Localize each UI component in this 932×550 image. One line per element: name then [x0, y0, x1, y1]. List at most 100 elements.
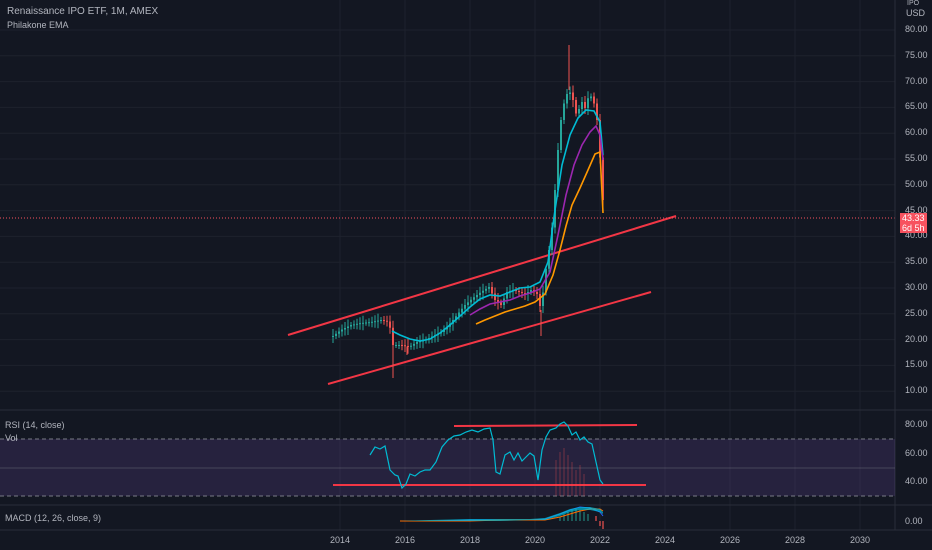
candle-body	[545, 268, 547, 293]
rsi-tick-label: 60.00	[905, 448, 928, 458]
rsi-band	[0, 439, 895, 496]
main-pane[interactable]	[0, 0, 895, 530]
candle-body	[590, 96, 592, 99]
rsi-tick-label: 80.00	[905, 419, 928, 429]
candle-body	[362, 322, 364, 324]
candle-body	[476, 295, 478, 298]
rsi-pane[interactable]	[0, 421, 895, 497]
candle-body	[356, 323, 358, 325]
candle-body	[479, 292, 481, 295]
price-tick-label: 60.00	[905, 127, 928, 138]
candle-body	[347, 326, 349, 328]
candle-body	[566, 94, 568, 104]
ema-slow-line	[475, 150, 604, 325]
candle-body	[386, 320, 388, 322]
candle-body	[395, 345, 397, 346]
candle-body	[380, 320, 382, 321]
candle-body	[410, 345, 412, 347]
price-tick-label: 70.00	[905, 75, 928, 86]
price-tick-label: 75.00	[905, 49, 928, 60]
candle-body	[374, 321, 376, 323]
last-price-tag: 43.33 6d 5h	[900, 213, 927, 233]
candle-body	[332, 336, 334, 337]
candle-body	[497, 300, 499, 303]
candle-body	[365, 322, 367, 324]
ema-fast-line	[391, 109, 604, 342]
time-tick-label: 2020	[525, 535, 546, 545]
candle-body	[413, 343, 415, 346]
upper-trendline[interactable]	[287, 215, 677, 336]
candle-body	[518, 291, 520, 292]
rsi-resistance-line[interactable]	[453, 424, 638, 427]
macd-histogram	[559, 509, 589, 521]
candle-body	[581, 102, 583, 109]
candle-body	[335, 333, 337, 336]
candle-body	[557, 150, 559, 190]
candle-body	[359, 323, 361, 325]
candle-body	[587, 98, 589, 108]
candle-body	[371, 321, 373, 323]
candle-body	[596, 103, 598, 120]
candle-body	[338, 331, 340, 334]
price-tick-label: 20.00	[905, 333, 928, 344]
candle-body	[551, 227, 553, 250]
candle-body	[383, 320, 385, 321]
candle-body	[536, 292, 538, 294]
rsi-tick-label: 40.00	[905, 476, 928, 486]
candle-body	[584, 102, 586, 108]
candle-body	[524, 293, 526, 294]
candle-body	[560, 120, 562, 150]
candle-body	[521, 292, 523, 293]
rsi-line	[369, 421, 604, 490]
candle-body	[575, 100, 577, 114]
vol-label[interactable]: Vol	[5, 433, 18, 443]
currency-prefix: IPO	[907, 0, 920, 7]
candle-body	[455, 316, 457, 320]
candle-body	[569, 92, 571, 94]
price-tick-label: 80.00	[905, 24, 928, 34]
price-tick-label: 30.00	[905, 282, 928, 292]
candle-body	[464, 305, 466, 309]
volume-bars	[555, 448, 585, 496]
macd-fill	[400, 507, 603, 521]
macd-pane[interactable]	[400, 506, 604, 529]
candle-body	[416, 342, 418, 344]
price-tick-label: 35.00	[905, 256, 928, 267]
candle-body	[485, 288, 487, 291]
candle-body	[530, 290, 532, 292]
candle-body	[377, 320, 379, 322]
candle-body	[389, 321, 391, 328]
time-tick-label: 2028	[785, 535, 806, 545]
candle-body	[515, 290, 517, 291]
candle-body	[488, 287, 490, 289]
price-tick-label: 10.00	[905, 385, 928, 396]
ema-mid-line	[469, 124, 604, 316]
symbol-title[interactable]: Renaissance IPO ETF, 1M, AMEX	[7, 6, 159, 17]
candle-body	[572, 92, 574, 100]
price-tick-label: 65.00	[905, 101, 928, 112]
time-tick-label: 2026	[720, 535, 741, 545]
indicator-label-ema[interactable]: Philakone EMA	[7, 20, 69, 30]
candle-body	[602, 157, 604, 200]
candle-body	[398, 345, 400, 346]
lower-trendline[interactable]	[327, 291, 652, 385]
candle-body	[563, 103, 565, 120]
candle-body	[392, 327, 394, 345]
time-tick-label: 2024	[655, 535, 676, 545]
macd-label[interactable]: MACD (12, 26, close, 9)	[5, 513, 102, 523]
candle-body	[473, 297, 475, 300]
candle-body	[491, 287, 493, 294]
price-tick-label: 25.00	[905, 307, 928, 318]
candle-body	[353, 324, 355, 326]
candle-body	[593, 96, 595, 104]
candle-body	[350, 325, 352, 327]
candle-body	[404, 345, 406, 347]
rsi-label[interactable]: RSI (14, close)	[5, 420, 65, 430]
candle-body	[458, 312, 460, 317]
candle-body	[470, 299, 472, 303]
currency-label[interactable]: USD	[906, 8, 926, 18]
bar-countdown: 6d 5h	[902, 223, 925, 233]
candle-body	[467, 302, 469, 305]
candle-body	[368, 322, 370, 324]
